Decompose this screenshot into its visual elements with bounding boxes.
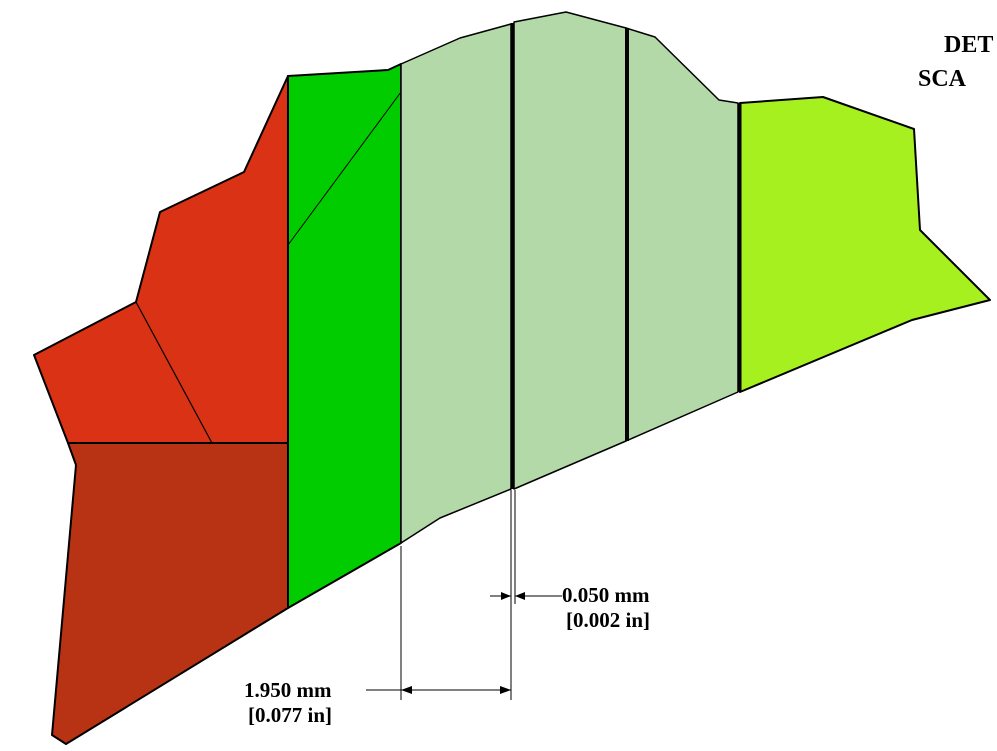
arrow-wide-right [500, 686, 511, 694]
dimension-wide-value: 1.950 mm [244, 678, 332, 702]
lime-region [739, 96, 991, 393]
detail-title-line2: SCA [918, 66, 967, 92]
arrow-thin-right [515, 592, 525, 600]
pale-layer-1 [400, 23, 512, 544]
dimension-thin-alt: [0.002 in] [566, 608, 650, 632]
red-region-upper [33, 75, 289, 444]
green-strip-diagonal [287, 91, 402, 246]
dimension-wide-alt: [0.077 in] [248, 703, 332, 727]
pale-layer-2 [513, 11, 627, 490]
red-region-inner-edge [135, 301, 213, 444]
arrow-thin-left [501, 592, 511, 600]
dimension-wide: 1.950 mm [0.077 in] [244, 546, 512, 727]
dimension-thin-value: 0.050 mm [562, 583, 650, 607]
pale-layer-3 [625, 27, 739, 442]
detail-title-line1: DET [944, 32, 993, 58]
dimension-thin: 0.050 mm [0.002 in] [490, 490, 650, 632]
arrow-wide-left [401, 686, 412, 694]
green-strip [287, 63, 402, 609]
